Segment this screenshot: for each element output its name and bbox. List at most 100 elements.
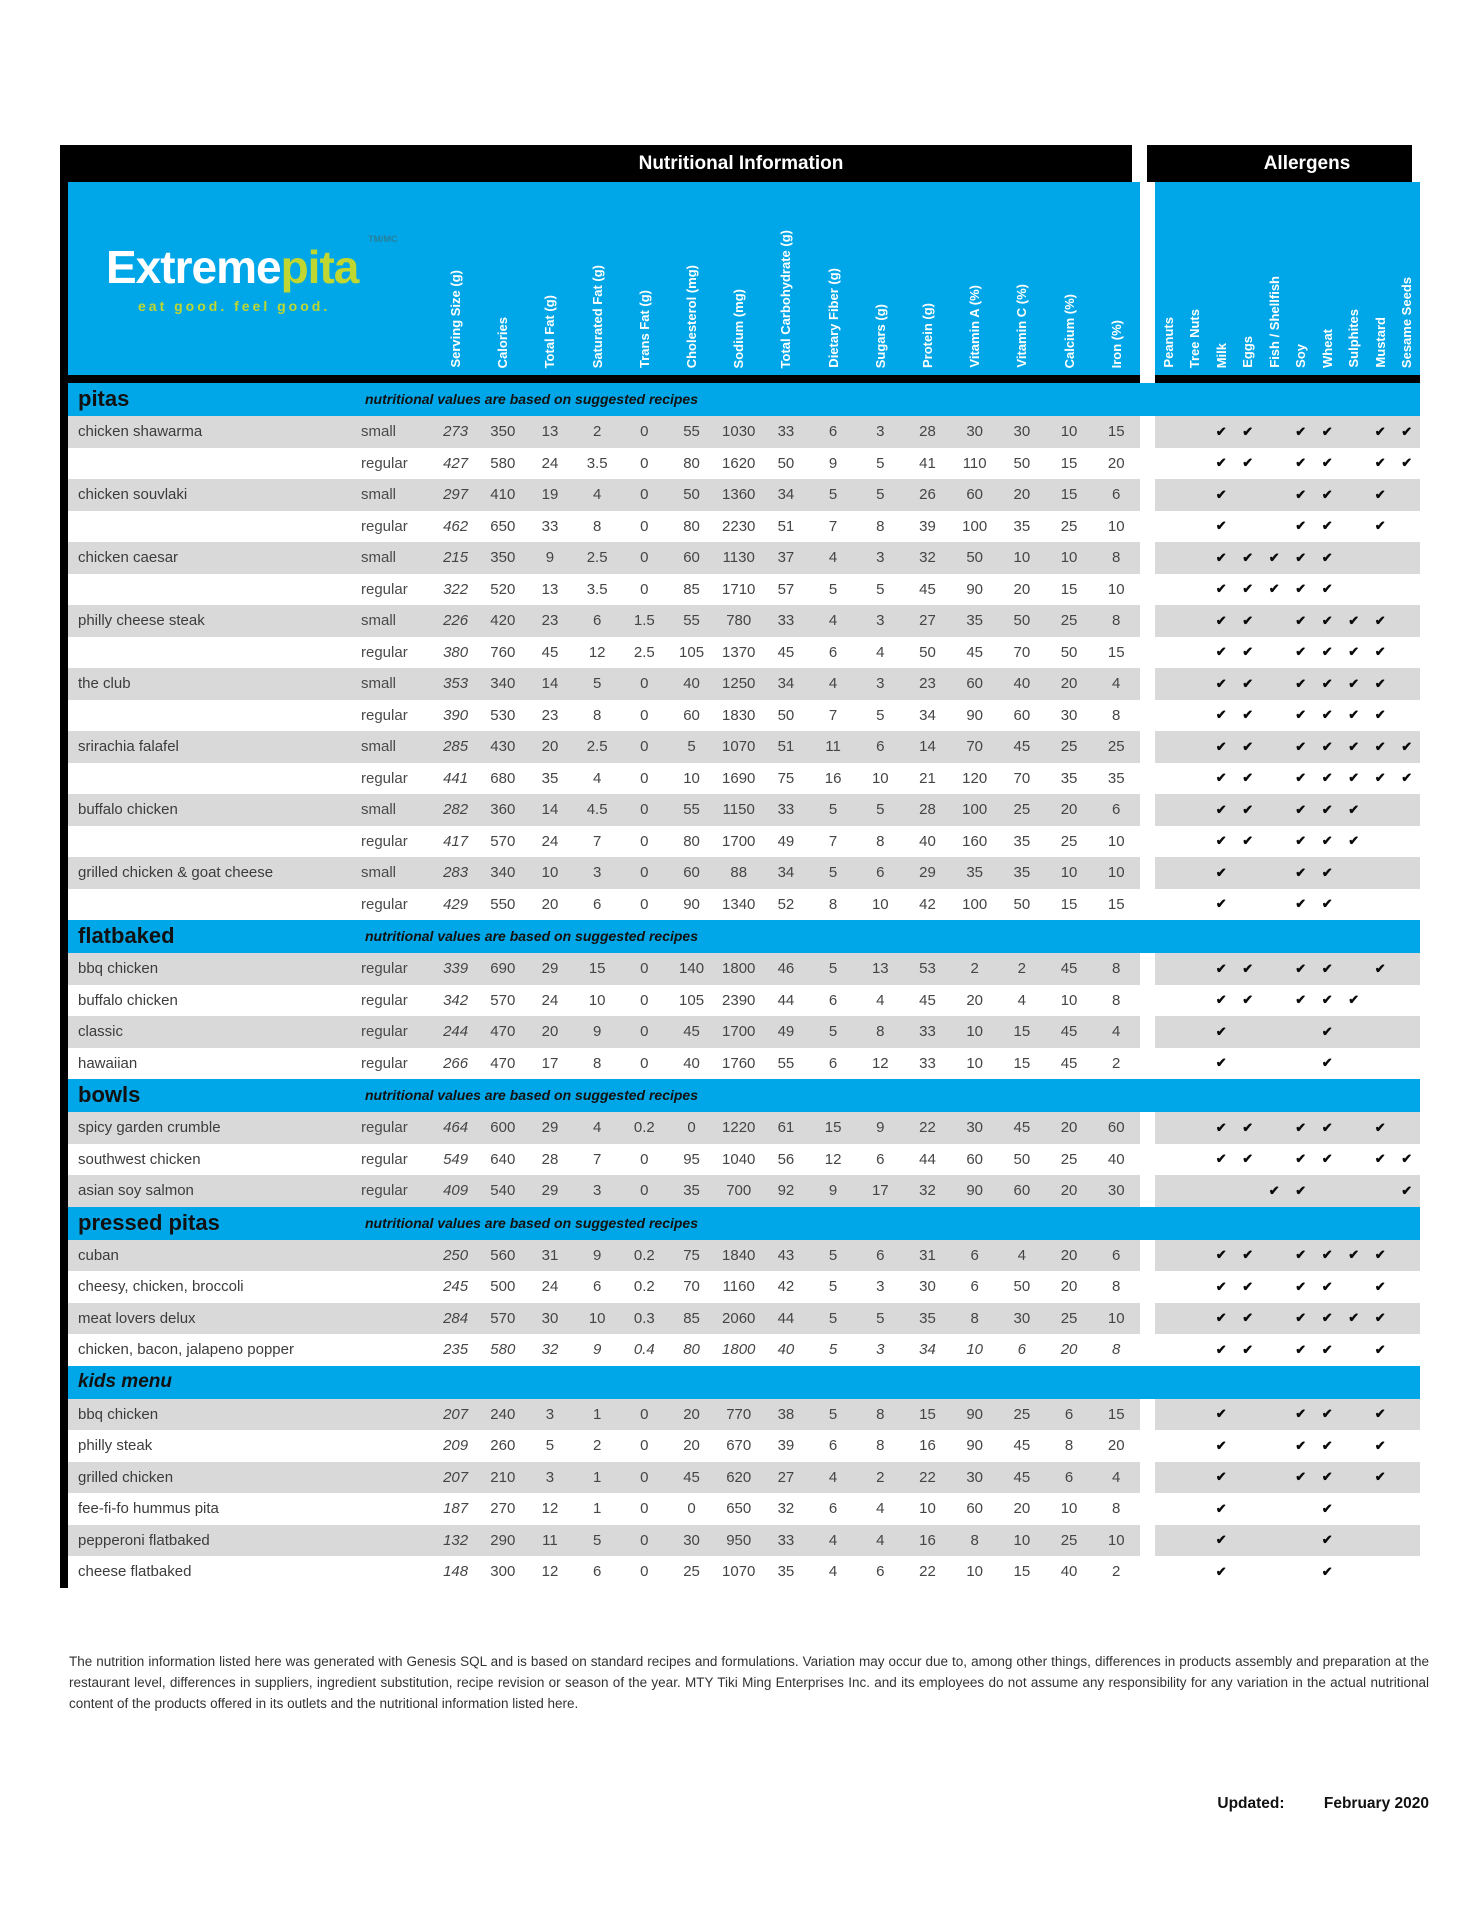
- nutrient-value: 1710: [722, 580, 756, 598]
- row-nutrition-segment: pepperoni flatbaked 132 290 11 5 0 30 950 33 4 4 16…: [68, 1524, 1140, 1556]
- allergen-checkmark-icon: ✔: [1295, 960, 1307, 976]
- nutrient-value: 4: [876, 643, 885, 661]
- nutrient-value: 29: [541, 960, 559, 978]
- nutrient-value: 4: [1112, 1023, 1121, 1041]
- nutrient-value: 35: [966, 864, 983, 882]
- table-row: buffalo chicken regular 342 570 24 10 0 105 2390…: [68, 984, 1420, 1016]
- section-header-flatbaked: flatbaked nutritional values are based on…: [68, 920, 1420, 953]
- nutrient-value: 100: [962, 801, 988, 819]
- allergen-checkmark-icon: ✔: [1374, 486, 1386, 502]
- allergen-checkmark-icon: ✔: [1321, 992, 1333, 1008]
- table-row: buffalo chicken small 282 360 14 4.5 0 55 1150 33…: [68, 794, 1420, 826]
- nutrient-value: 2230: [722, 517, 756, 535]
- section-note: nutritional values are based on suggeste…: [365, 391, 698, 407]
- allergen-column-label: Fish / Shellfish: [1266, 276, 1282, 368]
- row-divider: [1140, 762, 1155, 794]
- nutrient-value: 3: [876, 1341, 885, 1359]
- nutrient-value: 10: [1107, 1309, 1125, 1327]
- nutrient-value: 32: [919, 1182, 936, 1200]
- row-allergen-segment: ✔ ✔ ✔ ✔ ✔ ✔: [1155, 637, 1420, 669]
- allergen-checkmark-icon: ✔: [1215, 1532, 1227, 1548]
- row-allergen-segment: ✔ ✔ ✔ ✔ ✔: [1155, 953, 1420, 985]
- nutrient-value: 9: [592, 1341, 602, 1359]
- nutrient-value: 55: [683, 612, 700, 630]
- nutrient-value: 44: [919, 1150, 936, 1168]
- nutrient-value: 0: [640, 1150, 649, 1168]
- nutrient-value: 49: [777, 1023, 795, 1041]
- allergen-checkmark-icon: ✔: [1295, 486, 1307, 502]
- allergen-checkmark-icon: ✔: [1295, 896, 1307, 912]
- nutrient-value: 12: [541, 1563, 559, 1581]
- nutrient-value: 25: [1013, 1405, 1031, 1423]
- column-header: Extremepita TM/MC eat good. feel good. S…: [68, 182, 1420, 375]
- allergen-column-header: Fish / Shellfish: [1261, 276, 1288, 375]
- nutrient-value: 17: [871, 1182, 889, 1200]
- nutrient-value: 10: [1013, 549, 1031, 567]
- allergen-checkmark-icon: ✔: [1401, 738, 1413, 754]
- nutrient-value: 60: [966, 486, 983, 504]
- nutrient-value: 390: [443, 706, 469, 724]
- nutrient-value: 28: [541, 1150, 559, 1168]
- allergen-checkmark-icon: ✔: [1295, 738, 1307, 754]
- nutrient-value: 34: [919, 1341, 936, 1359]
- allergen-checkmark-icon: ✔: [1295, 833, 1307, 849]
- nutrient-value: 11: [825, 738, 841, 756]
- allergen-checkmark-icon: ✔: [1295, 581, 1307, 597]
- serving-label: regular: [361, 643, 408, 661]
- nutrient-value: 9: [828, 454, 838, 472]
- allergen-checkmark-icon: ✔: [1242, 801, 1254, 817]
- nutrient-column-label: Dietary Fiber (g): [825, 268, 841, 368]
- nutrient-value: 1: [592, 1468, 602, 1486]
- nutrient-value: 5: [876, 486, 885, 504]
- row-nutrition-segment: regular 427 580 24 3.5 0 80 1620 50 9 5 41 110 50 15 20: [68, 448, 1140, 480]
- nutrient-value: 2.5: [633, 643, 655, 661]
- nutrient-value: 15: [1013, 1563, 1031, 1581]
- nutrient-value: 40: [683, 1054, 700, 1072]
- nutrient-value: 20: [1013, 580, 1031, 598]
- nutrient-value: 55: [683, 801, 700, 819]
- nutrient-value: 20: [541, 1023, 559, 1041]
- allergen-column-label: Mustard: [1372, 317, 1388, 368]
- allergen-checkmark-icon: ✔: [1295, 518, 1307, 534]
- nutrient-value: 273: [443, 423, 469, 441]
- nutrient-value: 60: [966, 1150, 983, 1168]
- nutrient-column-header: Calcium (%): [1045, 294, 1092, 375]
- nutrient-value: 53: [919, 960, 936, 978]
- nutrient-value: 420: [490, 612, 516, 630]
- row-allergen-segment: ✔ ✔ ✔ ✔ ✔ ✔: [1155, 1302, 1420, 1334]
- row-allergen-segment: ✔ ✔ ✔ ✔: [1155, 479, 1420, 511]
- allergen-checkmark-icon: ✔: [1401, 770, 1413, 786]
- nutrient-value: 1040: [722, 1150, 756, 1168]
- allergen-checkmark-icon: ✔: [1321, 1500, 1333, 1516]
- row-divider: [1140, 605, 1155, 637]
- nutrient-value: 570: [490, 1309, 516, 1327]
- allergen-checkmark-icon: ✔: [1348, 675, 1360, 691]
- row-nutrition-segment: chicken souvlaki small 297 410 19 4 0 50 1360 34 5…: [68, 479, 1140, 511]
- nutrient-value: 20: [1060, 801, 1078, 819]
- allergen-column-header: Peanuts: [1155, 317, 1182, 375]
- allergen-checkmark-icon: ✔: [1374, 518, 1386, 534]
- serving-label: regular: [361, 706, 408, 724]
- table-row: chicken, bacon, jalapeno popper 235 580 32 9…: [68, 1334, 1420, 1366]
- nutrient-value: 28: [919, 801, 936, 819]
- nutrient-value: 80: [683, 832, 700, 850]
- nutrient-value: 85: [683, 580, 700, 598]
- nutrient-value: 8: [1112, 706, 1121, 724]
- allergen-checkmark-icon: ✔: [1268, 1182, 1280, 1198]
- nutrient-value: 30: [966, 1468, 983, 1486]
- row-nutrition-segment: srirachia falafel small 285 430 20 2.5 0 5 1070 5…: [68, 731, 1140, 763]
- trademark-mark: TM/MC: [368, 234, 398, 244]
- row-divider: [1140, 1239, 1155, 1271]
- nutrient-value: 1160: [722, 1278, 755, 1296]
- nutrient-value: 0: [640, 675, 649, 693]
- nutrient-value: 6: [1017, 1341, 1027, 1359]
- nutrient-value: 90: [966, 1182, 983, 1200]
- allergen-column-header: Eggs: [1235, 336, 1262, 375]
- nutrient-value: 5: [828, 801, 838, 819]
- nutrient-value: 10: [541, 864, 559, 882]
- nutrient-value: 0: [640, 486, 649, 504]
- nutrient-value: 1830: [722, 706, 756, 724]
- nutrient-value: 0: [640, 864, 649, 882]
- table-row: regular 427 580 24 3.5 0 80 1620 50 9 5 41 110 50 15 20…: [68, 447, 1420, 480]
- allergen-checkmark-icon: ✔: [1321, 1055, 1333, 1071]
